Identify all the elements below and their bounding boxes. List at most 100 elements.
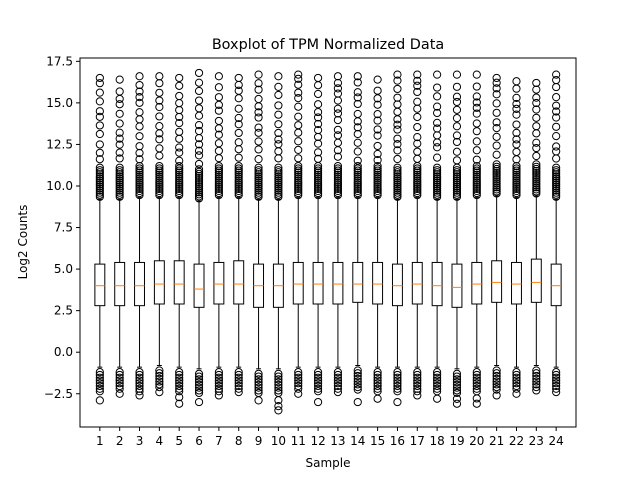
flier-point	[95, 376, 104, 385]
flier-point	[433, 143, 442, 152]
flier-point	[95, 368, 104, 377]
flier-point	[472, 109, 481, 118]
flier-point	[393, 93, 402, 102]
flier-point	[413, 112, 422, 122]
flier-point	[413, 387, 422, 396]
flier-point	[155, 377, 164, 386]
flier-point	[294, 166, 303, 175]
flier-point	[373, 384, 382, 393]
flier-point	[452, 186, 462, 195]
flier-point	[234, 182, 243, 192]
flier-point	[333, 381, 343, 391]
flier-point	[413, 76, 422, 85]
flier-point	[254, 180, 263, 189]
flier-point	[333, 384, 343, 393]
flier-point	[135, 373, 144, 382]
flier-point	[135, 188, 144, 198]
flier-point	[135, 174, 144, 183]
flier-point	[313, 170, 323, 179]
flier-point	[95, 384, 104, 393]
flier-point	[393, 184, 402, 193]
flier-point	[274, 406, 283, 415]
flier-point	[492, 366, 501, 375]
flier-point	[294, 188, 303, 198]
flier-point	[155, 174, 164, 183]
flier-point	[254, 396, 263, 405]
flier-point	[472, 70, 481, 79]
flier-point	[214, 368, 223, 377]
flier-point	[155, 366, 164, 375]
flier-point	[552, 122, 561, 131]
flier-point	[135, 98, 144, 107]
flier-point	[313, 100, 323, 109]
flier-point	[194, 126, 204, 136]
flier-point	[135, 80, 144, 90]
flier-point	[492, 73, 501, 83]
flier-point	[452, 156, 462, 165]
flier-point	[214, 170, 223, 179]
flier-point	[492, 160, 501, 169]
flier-point	[472, 176, 481, 185]
flier-point	[155, 369, 164, 378]
flier-point	[452, 172, 462, 181]
flier-point	[532, 386, 541, 395]
flier-point	[373, 373, 382, 382]
flier-point	[552, 168, 561, 177]
flier-point	[492, 124, 501, 133]
flier-point	[254, 378, 263, 387]
flier-point	[532, 162, 541, 171]
flier-point	[135, 108, 144, 117]
flier-point	[373, 394, 382, 403]
flier-point	[175, 91, 184, 101]
box	[372, 261, 384, 305]
flier-point	[274, 168, 283, 177]
flier-point	[254, 94, 263, 104]
flier-point	[433, 166, 442, 175]
flier-point	[413, 176, 422, 185]
flier-point	[115, 148, 124, 157]
flier-point	[194, 188, 204, 197]
flier-point	[452, 394, 462, 403]
flier-point	[135, 132, 144, 141]
flier-point	[313, 180, 323, 189]
flier-point	[234, 174, 243, 183]
flier-point	[333, 180, 343, 189]
flier-point	[433, 172, 442, 181]
x-tick-label: 13	[330, 434, 345, 448]
flier-point	[175, 381, 184, 391]
flier-point	[274, 378, 283, 387]
flier-point	[175, 376, 184, 385]
flier-point	[274, 174, 283, 183]
flier-point	[393, 120, 402, 129]
flier-point	[155, 170, 164, 179]
flier-point	[413, 70, 422, 79]
flier-point	[333, 125, 343, 135]
flier-point	[135, 391, 144, 400]
flier-point	[254, 383, 263, 392]
flier-point	[552, 166, 561, 175]
x-tick-label: 1	[96, 434, 104, 448]
flier-point	[472, 168, 481, 177]
flier-point	[175, 387, 184, 396]
flier-point	[294, 370, 303, 380]
flier-point	[234, 128, 243, 138]
flier-point	[95, 88, 104, 97]
flier-point	[433, 182, 442, 191]
x-tick-label: 6	[195, 434, 203, 448]
flier-point	[214, 180, 223, 189]
flier-point	[115, 75, 124, 84]
flier-point	[95, 170, 104, 179]
flier-point	[532, 369, 541, 378]
flier-point	[532, 85, 541, 94]
flier-point	[393, 373, 402, 382]
flier-point	[552, 70, 561, 79]
flier-point	[353, 78, 362, 87]
flier-point	[413, 368, 422, 377]
flier-point	[254, 168, 263, 177]
flier-point	[353, 161, 362, 171]
flier-point	[95, 140, 104, 149]
flier-point	[234, 104, 243, 113]
flier-point	[135, 379, 144, 388]
flier-point	[254, 184, 263, 193]
box	[471, 261, 483, 305]
